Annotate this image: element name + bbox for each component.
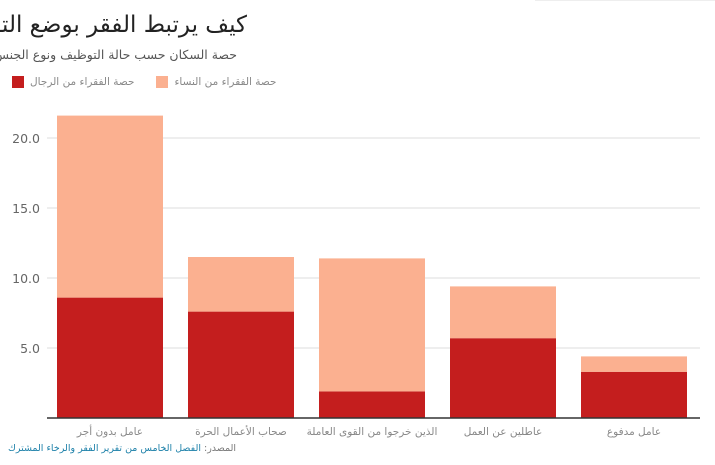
x-tick-label: عامل مدفوع (607, 426, 661, 438)
bar-men (57, 297, 163, 418)
x-tick-label: عاطلين عن العمل (464, 426, 543, 438)
bar-men (319, 391, 425, 418)
bar-women (188, 257, 294, 312)
legend-swatch-men (12, 76, 24, 88)
divider (535, 0, 715, 1)
chart-subtitle: حصة السكان حسب حالة التوظيف ونوع الجنس -… (0, 47, 237, 62)
y-tick-label: 20.0 (12, 131, 40, 146)
x-tick-label: عامل بدون أجر (76, 424, 143, 438)
bar-men (450, 338, 556, 418)
bar-women (581, 356, 687, 372)
y-tick-label: 5.0 (20, 341, 40, 356)
bar-women (450, 286, 556, 339)
legend-item-women[interactable]: حصة الفقراء من النساء (156, 76, 277, 88)
bar-men (581, 371, 687, 418)
legend: حصة الفقراء من الرجال حصة الفقراء من الن… (12, 76, 277, 88)
source-label: المصدر: (204, 443, 237, 454)
y-tick-label: 15.0 (12, 201, 40, 216)
source-link[interactable]: الفصل الخامس من تقرير الفقر والرخاء المش… (8, 443, 201, 454)
legend-label-women: حصة الفقراء من النساء (174, 76, 277, 88)
x-tick-label: الذين خرجوا من القوى العاملة (307, 426, 438, 438)
legend-label-men: حصة الفقراء من الرجال (30, 76, 135, 88)
y-tick-label: 10.0 (12, 271, 40, 286)
bar-women (319, 258, 425, 392)
legend-item-men[interactable]: حصة الفقراء من الرجال (12, 76, 134, 88)
x-tick-label: صحاب الأعمال الحرة (195, 425, 287, 438)
chart-title: كيف يرتبط الفقر بوضع التوظيف؟ (0, 12, 247, 38)
legend-swatch-women (156, 76, 169, 88)
bar-men (188, 311, 294, 418)
bar-women (57, 115, 163, 298)
source-note: المصدر: الفصل الخامس من تقرير الفقر والر… (8, 443, 236, 454)
